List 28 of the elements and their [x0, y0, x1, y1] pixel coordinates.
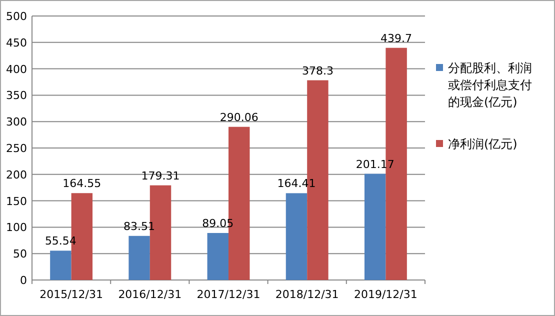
x-tick-label: 2019/12/31	[354, 288, 418, 301]
data-label: 439.7	[380, 32, 412, 45]
y-tick-label: 450	[6, 36, 27, 50]
data-label: 164.55	[62, 177, 102, 190]
y-tick-label: 150	[6, 194, 27, 208]
x-tick-label: 2016/12/31	[118, 288, 182, 301]
bar	[128, 236, 150, 280]
y-tick-label: 100	[6, 221, 27, 234]
legend-label: 净利润(亿元)	[448, 137, 518, 151]
y-tick-label: 50	[13, 248, 27, 261]
y-tick-label: 400	[6, 62, 27, 76]
y-tick-label: 500	[6, 10, 27, 23]
x-tick-label: 2015/12/31	[40, 288, 104, 301]
y-tick-label: 250	[6, 142, 27, 155]
bar	[207, 232, 228, 280]
y-tick-label: 0	[20, 274, 27, 287]
legend-label: 分配股利、利润或偿付利息支付的现金(亿元)	[448, 61, 532, 109]
data-label: 290.06	[220, 110, 258, 124]
bar	[286, 193, 308, 280]
bar	[50, 250, 72, 280]
bar	[364, 174, 386, 280]
data-label: 179.31	[141, 169, 180, 182]
y-tick-label: 200	[6, 168, 27, 182]
data-label: 378.3	[302, 64, 334, 78]
x-tick-label: 2017/12/31	[196, 288, 260, 301]
x-tick-label: 2018/12/31	[275, 288, 339, 301]
y-tick-label: 350	[6, 89, 27, 102]
y-tick-label: 300	[6, 116, 27, 129]
